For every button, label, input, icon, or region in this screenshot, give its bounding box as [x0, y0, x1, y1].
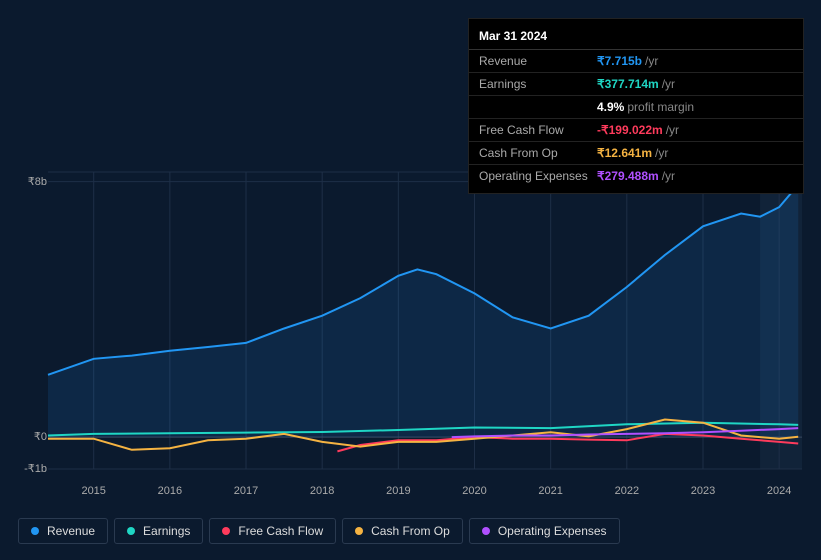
tooltip-metric-value: ₹12.641m — [597, 146, 652, 160]
legend-item-cash-from-op[interactable]: Cash From Op — [342, 518, 463, 544]
legend-dot-icon — [222, 527, 230, 535]
tooltip-metric-label: Revenue — [479, 52, 597, 70]
legend-label: Cash From Op — [371, 524, 450, 538]
tooltip-date: Mar 31 2024 — [469, 25, 803, 50]
tooltip-row: Cash From Op₹12.641m/yr — [469, 142, 803, 165]
tooltip-metric-unit: /yr — [655, 146, 668, 160]
legend-item-earnings[interactable]: Earnings — [114, 518, 203, 544]
legend-label: Operating Expenses — [498, 524, 607, 538]
y-axis-label: ₹0 — [34, 430, 47, 443]
x-axis-label: 2022 — [615, 485, 639, 497]
tooltip-metric-unit: /yr — [645, 54, 658, 68]
tooltip-submetric-unit: profit margin — [627, 100, 694, 114]
tooltip-row: Free Cash Flow-₹199.022m/yr — [469, 119, 803, 142]
legend-dot-icon — [482, 527, 490, 535]
x-axis-label: 2020 — [462, 485, 486, 497]
legend-item-operating-expenses[interactable]: Operating Expenses — [469, 518, 620, 544]
legend-label: Earnings — [143, 524, 190, 538]
legend-dot-icon — [355, 527, 363, 535]
legend-dot-icon — [31, 527, 39, 535]
tooltip-row: Operating Expenses₹279.488m/yr — [469, 165, 803, 187]
x-axis-label: 2019 — [386, 485, 410, 497]
tooltip-metric-value: -₹199.022m — [597, 123, 663, 137]
y-axis-label: ₹8b — [28, 175, 47, 188]
tooltip-metric-value: ₹377.714m — [597, 77, 659, 91]
chart-tooltip: Mar 31 2024 Revenue₹7.715b/yrEarnings₹37… — [468, 18, 804, 194]
x-axis-label: 2018 — [310, 485, 334, 497]
tooltip-metric-unit: /yr — [666, 123, 679, 137]
y-axis-label: -₹1b — [24, 462, 47, 475]
legend-label: Revenue — [47, 524, 95, 538]
legend-item-free-cash-flow[interactable]: Free Cash Flow — [209, 518, 336, 544]
x-axis-label: 2017 — [234, 485, 258, 497]
tooltip-metric-value: ₹7.715b — [597, 54, 642, 68]
tooltip-metric-label: Operating Expenses — [479, 167, 597, 185]
x-axis-label: 2021 — [538, 485, 562, 497]
x-axis-label: 2024 — [767, 485, 791, 497]
tooltip-rows: Revenue₹7.715b/yrEarnings₹377.714m/yr4.9… — [469, 50, 803, 187]
legend-dot-icon — [127, 527, 135, 535]
financials-chart[interactable] — [18, 160, 808, 475]
tooltip-metric-value: ₹279.488m — [597, 169, 659, 183]
tooltip-metric-unit: /yr — [662, 169, 675, 183]
tooltip-submetric-value: 4.9% — [597, 100, 624, 114]
chart-legend: Revenue Earnings Free Cash Flow Cash From O… — [18, 518, 620, 544]
tooltip-row: Revenue₹7.715b/yr — [469, 50, 803, 73]
tooltip-metric-unit: /yr — [662, 77, 675, 91]
tooltip-metric-label: Earnings — [479, 75, 597, 93]
x-axis-label: 2023 — [691, 485, 715, 497]
tooltip-metric-label: Free Cash Flow — [479, 121, 597, 139]
chart-svg — [18, 160, 808, 475]
legend-label: Free Cash Flow — [238, 524, 323, 538]
x-axis-label: 2016 — [158, 485, 182, 497]
x-axis-label: 2015 — [81, 485, 105, 497]
tooltip-metric-label: Cash From Op — [479, 144, 597, 162]
tooltip-subrow: 4.9%profit margin — [469, 96, 803, 119]
tooltip-row: Earnings₹377.714m/yr — [469, 73, 803, 96]
legend-item-revenue[interactable]: Revenue — [18, 518, 108, 544]
